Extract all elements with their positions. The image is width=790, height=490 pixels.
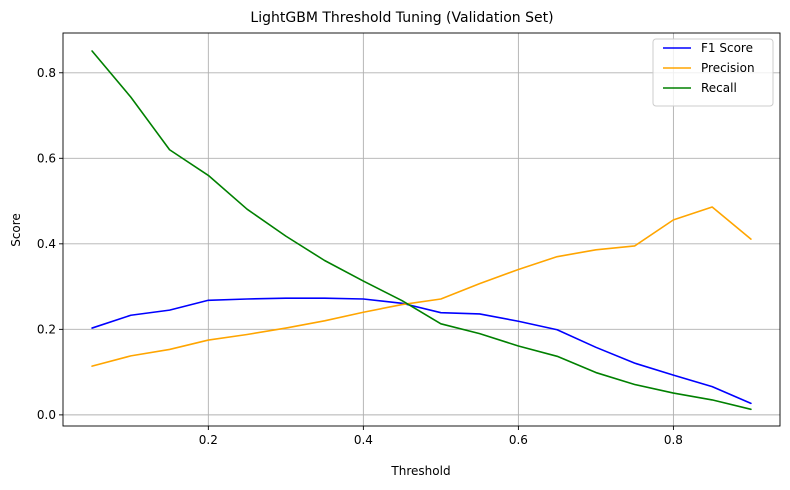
y-tick-label: 0.8 — [37, 66, 56, 80]
x-tick-label: 0.6 — [509, 433, 528, 447]
series-line-recall — [91, 50, 752, 411]
series-line-precision — [91, 206, 752, 367]
legend-label-f1-score: F1 Score — [701, 41, 753, 55]
legend-label-recall: Recall — [701, 81, 737, 95]
series-line-f1-score — [91, 297, 752, 405]
y-tick-label: 0.0 — [37, 408, 56, 422]
y-tick-label: 0.2 — [37, 322, 56, 336]
x-axis: 0.2 0.4 0.6 0.8 — [199, 426, 683, 447]
chart-title: LightGBM Threshold Tuning (Validation Se… — [250, 10, 553, 26]
y-tick-label: 0.6 — [37, 151, 56, 165]
x-tick-label: 0.2 — [199, 433, 218, 447]
x-axis-label: Threshold — [390, 464, 450, 478]
x-tick-label: 0.4 — [354, 433, 373, 447]
series-layer — [91, 50, 752, 411]
y-axis-label: Score — [9, 213, 23, 247]
x-tick-label: 0.8 — [664, 433, 683, 447]
legend: F1 Score Precision Recall — [652, 38, 774, 107]
legend-box — [652, 38, 774, 107]
y-tick-label: 0.4 — [37, 237, 56, 251]
legend-label-precision: Precision — [701, 61, 755, 75]
plot-frame — [62, 32, 781, 427]
y-axis: 0.0 0.2 0.4 0.6 0.8 — [37, 66, 63, 422]
